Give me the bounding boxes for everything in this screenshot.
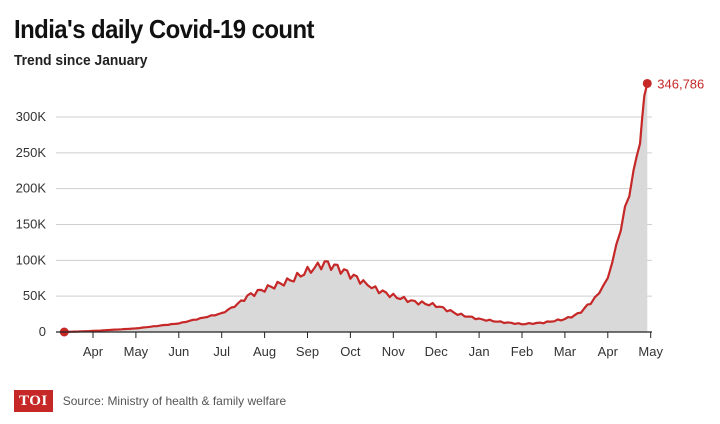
x-tick-label-1: May xyxy=(124,344,149,359)
y-tick-label-3: 150K xyxy=(16,217,47,232)
y-tick-label-1: 50K xyxy=(23,288,46,303)
series-line xyxy=(64,83,649,334)
footer: TOI Source: Ministry of health & family … xyxy=(14,390,286,412)
x-tick-label-7: Nov xyxy=(382,344,406,359)
y-tick-label-5: 250K xyxy=(16,145,47,160)
y-tick-label-2: 100K xyxy=(16,252,47,267)
x-tick-label-3: Jul xyxy=(213,344,230,359)
axes xyxy=(56,331,652,338)
source-note: Source: Ministry of health & family welf… xyxy=(62,394,287,408)
x-tick-label-12: Apr xyxy=(598,344,619,359)
x-tick-label-10: Feb xyxy=(511,344,533,359)
y-tick-label-0: 0 xyxy=(39,324,46,339)
y-tick-label-6: 300K xyxy=(16,109,47,124)
area-fill xyxy=(64,83,648,332)
peak-marker xyxy=(642,78,652,88)
series-line-group xyxy=(59,78,652,337)
chart-title: India's daily Covid-19 count xyxy=(14,14,314,44)
x-tick-label-13: May xyxy=(638,344,663,359)
toi-logo: TOI xyxy=(14,390,53,412)
x-tick-label-6: Oct xyxy=(340,344,361,359)
area-fill-group xyxy=(64,83,648,332)
x-tick-label-2: Jun xyxy=(168,344,189,359)
chart-subtitle: Trend since January xyxy=(14,52,148,69)
grid-lines xyxy=(56,116,652,297)
y-tick-label-4: 200K xyxy=(16,181,47,196)
x-tick-label-0: Apr xyxy=(83,344,104,359)
x-tick-label-11: Mar xyxy=(554,344,577,359)
x-tick-label-4: Aug xyxy=(253,344,276,359)
x-tick-label-5: Sep xyxy=(296,344,319,359)
x-tick-label-8: Dec xyxy=(425,344,449,359)
tick-labels: 0 50K 100K 150K 200K 250K 300K Apr May Jun Jul Aug S… xyxy=(16,76,705,359)
x-tick-label-9: Jan xyxy=(469,344,490,359)
peak-label: 346,786 xyxy=(657,76,704,91)
